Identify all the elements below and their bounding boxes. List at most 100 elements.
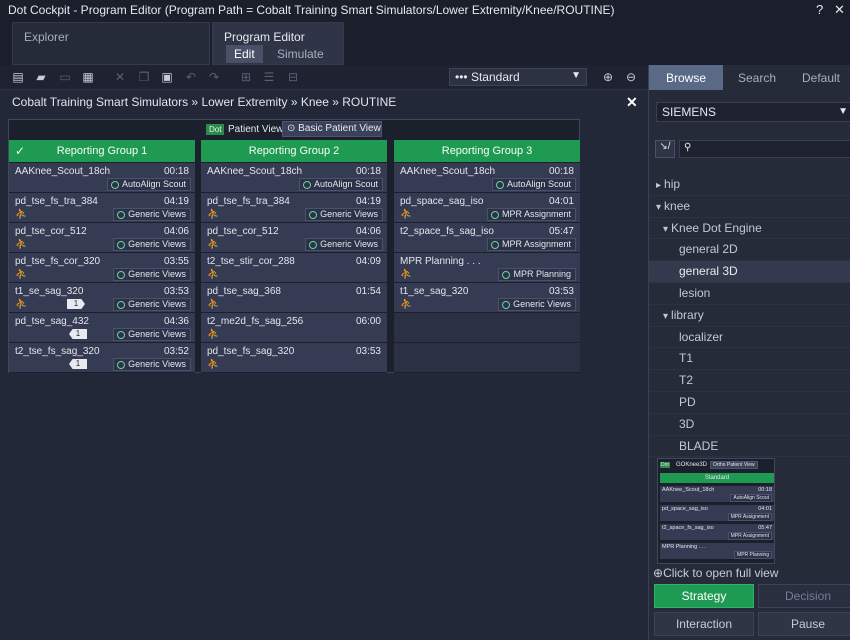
breadcrumb-item[interactable]: Lower Extremity xyxy=(201,95,288,109)
step-action-button[interactable]: Generic Views xyxy=(113,358,191,371)
vendor-select[interactable]: SIEMENS ▼ xyxy=(656,102,850,122)
preview-step-duration: 00:18 xyxy=(758,487,772,493)
properties-icon[interactable]: ⊟ xyxy=(287,70,299,84)
protocol-step[interactable]: pd_tse_sag_432 04:36 1 Generic Views xyxy=(9,312,195,342)
tab-default[interactable]: Default xyxy=(801,71,841,85)
protocol-step[interactable]: pd_space_sag_iso 04:01 ⛹ MPR Assignment xyxy=(394,192,580,222)
step-action-button[interactable]: MPR Planning xyxy=(498,268,576,281)
dot-badge: Dot xyxy=(206,124,225,135)
tree-node[interactable]: ▸ hip xyxy=(649,174,850,196)
chevron-down-icon[interactable]: ▾ xyxy=(663,223,669,235)
tab-search[interactable]: Search xyxy=(737,71,777,85)
redo-icon[interactable]: ↷ xyxy=(208,70,220,84)
step-action-button[interactable]: Generic Views xyxy=(305,208,383,221)
tree-node[interactable]: BLADE xyxy=(649,436,850,458)
copy-icon[interactable]: ❐ xyxy=(138,70,150,84)
paste-icon[interactable]: ▣ xyxy=(161,70,173,84)
protocol-step[interactable]: t2_me2d_fs_sag_256 06:00 ⛹ xyxy=(201,312,387,342)
protocol-step[interactable]: pd_tse_fs_sag_320 03:53 ⛹ xyxy=(201,342,387,372)
step-action-button[interactable]: Generic Views xyxy=(113,298,191,311)
reporting-group-header[interactable]: ✓ Reporting Group 1 xyxy=(9,140,195,162)
tree-node[interactable]: 3D xyxy=(649,414,850,436)
step-action-button[interactable]: AutoAlign Scout xyxy=(491,178,576,191)
tab-explorer[interactable]: Explorer xyxy=(12,22,210,65)
protocol-step[interactable]: pd_tse_cor_512 04:06 ⛹ Generic Views xyxy=(9,222,195,252)
step-action-button[interactable]: AutoAlign Scout xyxy=(298,178,383,191)
step-action-button[interactable]: Generic Views xyxy=(498,298,576,311)
preview-caption[interactable]: ⊕Click to open full view xyxy=(653,566,779,580)
save-icon[interactable]: ▭ xyxy=(59,70,71,84)
protocol-step[interactable]: pd_tse_cor_512 04:06 ⛹ Generic Views xyxy=(201,222,387,252)
protocol-step[interactable]: pd_tse_fs_cor_320 03:55 ⛹ Generic Views xyxy=(9,252,195,282)
chevron-down-icon[interactable]: ▾ xyxy=(663,310,669,322)
step-action-button[interactable]: Generic Views xyxy=(113,238,191,251)
pause-button[interactable]: Pause xyxy=(758,612,850,636)
subtab-simulate[interactable]: Simulate xyxy=(277,47,324,61)
preview-step-duration: 05:47 xyxy=(758,525,772,531)
breadcrumb-item[interactable]: ROUTINE xyxy=(342,95,397,109)
close-window-icon[interactable]: ✕ xyxy=(834,2,845,17)
program-preview[interactable]: Dot GOKnee3D Ortho Patient View Standard… xyxy=(657,458,775,564)
tree-node[interactable]: PD xyxy=(649,392,850,414)
tab-program-editor[interactable]: Program Editor Edit Simulate xyxy=(212,22,344,65)
undo-icon[interactable]: ↶ xyxy=(185,70,197,84)
protocol-step[interactable]: AAKnee_Scout_18ch 00:18 AutoAlign Scout xyxy=(394,162,580,192)
vendor-select-value: SIEMENS xyxy=(662,105,717,119)
protocol-step[interactable]: pd_tse_sag_368 01:54 ⛹ xyxy=(201,282,387,312)
tree-search-input[interactable]: ⚲ xyxy=(679,140,850,158)
group-icon[interactable]: ☰ xyxy=(263,70,275,84)
protocol-step[interactable]: t1_se_sag_320 03:53 ⛹ 1 Generic Views xyxy=(9,282,195,312)
step-duration: 04:36 xyxy=(163,316,189,327)
delete-icon[interactable]: ✕ xyxy=(114,70,126,84)
step-action-button[interactable]: MPR Assignment xyxy=(486,238,576,251)
protocol-step[interactable]: AAKnee_Scout_18ch 00:18 AutoAlign Scout xyxy=(201,162,387,192)
help-icon[interactable]: ? xyxy=(816,2,824,17)
step-action-button[interactable]: Generic Views xyxy=(305,238,383,251)
chevron-right-icon[interactable]: ▸ xyxy=(656,180,662,191)
protocol-step[interactable]: pd_tse_fs_tra_384 04:19 ⛹ Generic Views xyxy=(9,192,195,222)
zoom-in-icon[interactable]: ⊕ xyxy=(602,70,614,84)
tree-node[interactable]: general 2D xyxy=(649,239,850,262)
tree-node[interactable]: localizer xyxy=(649,327,850,349)
new-file-icon[interactable]: ▤ xyxy=(12,70,24,84)
zoom-out-icon[interactable]: ⊖ xyxy=(625,70,637,84)
protocol-step[interactable]: t2_tse_fs_sag_320 03:52 1 Generic Views xyxy=(9,342,195,372)
subtab-edit[interactable]: Edit xyxy=(226,45,263,63)
breadcrumb-item[interactable]: Knee xyxy=(300,95,329,109)
tree-node[interactable]: ▾ knee xyxy=(649,196,850,218)
breadcrumb-item[interactable]: Cobalt Training Smart Simulators xyxy=(12,95,189,109)
tree-node[interactable]: ▾ Knee Dot Engine xyxy=(649,218,850,240)
close-editor-icon[interactable]: ✕ xyxy=(626,94,638,110)
tree-node[interactable]: lesion xyxy=(649,283,850,305)
protocol-step[interactable]: t2_space_fs_sag_iso 05:47 MPR Assignment xyxy=(394,222,580,252)
step-action-button[interactable]: Generic Views xyxy=(113,268,191,281)
filter-button[interactable]: ↘/ xyxy=(655,140,675,158)
interaction-button[interactable]: Interaction xyxy=(654,612,754,636)
tree-node[interactable]: general 3D xyxy=(649,261,850,283)
protocol-step[interactable]: t1_se_sag_320 03:53 ⛹ Generic Views xyxy=(394,282,580,312)
strategy-select[interactable]: ••• Standard ▼ xyxy=(449,68,587,86)
reporting-group-header[interactable]: Reporting Group 2 xyxy=(201,140,387,162)
protocol-step[interactable]: MPR Planning . . . ⛹ MPR Planning xyxy=(394,252,580,282)
step-action-button[interactable]: Generic Views xyxy=(113,208,191,221)
tab-browse[interactable]: Browse xyxy=(649,65,723,90)
reporting-group-header[interactable]: Reporting Group 3 xyxy=(394,140,580,162)
tree-node[interactable]: T1 xyxy=(649,348,850,371)
strategy-button[interactable]: Strategy xyxy=(654,584,754,608)
chevron-down-icon[interactable]: ▾ xyxy=(656,201,662,213)
save-as-icon[interactable]: ▦ xyxy=(82,70,94,84)
decision-button[interactable]: Decision xyxy=(758,584,850,608)
open-folder-icon[interactable]: ▰ xyxy=(36,70,46,84)
step-action-button[interactable]: MPR Assignment xyxy=(486,208,576,221)
tree-node[interactable]: T2 xyxy=(649,370,850,392)
protocol-step[interactable]: t2_tse_stir_cor_288 04:09 ⛹ xyxy=(201,252,387,282)
preview-group-header: Standard xyxy=(660,473,774,483)
step-action-button[interactable]: AutoAlign Scout xyxy=(106,178,191,191)
step-action-button[interactable]: Generic Views xyxy=(113,328,191,341)
tree-node[interactable]: ▾ library xyxy=(649,305,850,327)
basic-patient-view-button[interactable]: ⊙ Basic Patient View xyxy=(282,121,382,137)
insert-icon[interactable]: ⊞ xyxy=(240,70,252,84)
protocol-step[interactable]: pd_tse_fs_tra_384 04:19 ⛹ Generic Views xyxy=(201,192,387,222)
reporting-group-title: Reporting Group 1 xyxy=(56,145,148,157)
protocol-step[interactable]: AAKnee_Scout_18ch 00:18 AutoAlign Scout xyxy=(9,162,195,192)
